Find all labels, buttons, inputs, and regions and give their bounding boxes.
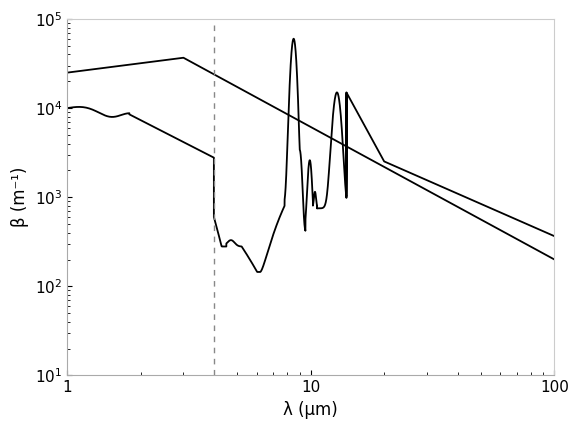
X-axis label: λ (μm): λ (μm) [284, 401, 338, 419]
Y-axis label: β (m⁻¹): β (m⁻¹) [11, 167, 29, 227]
